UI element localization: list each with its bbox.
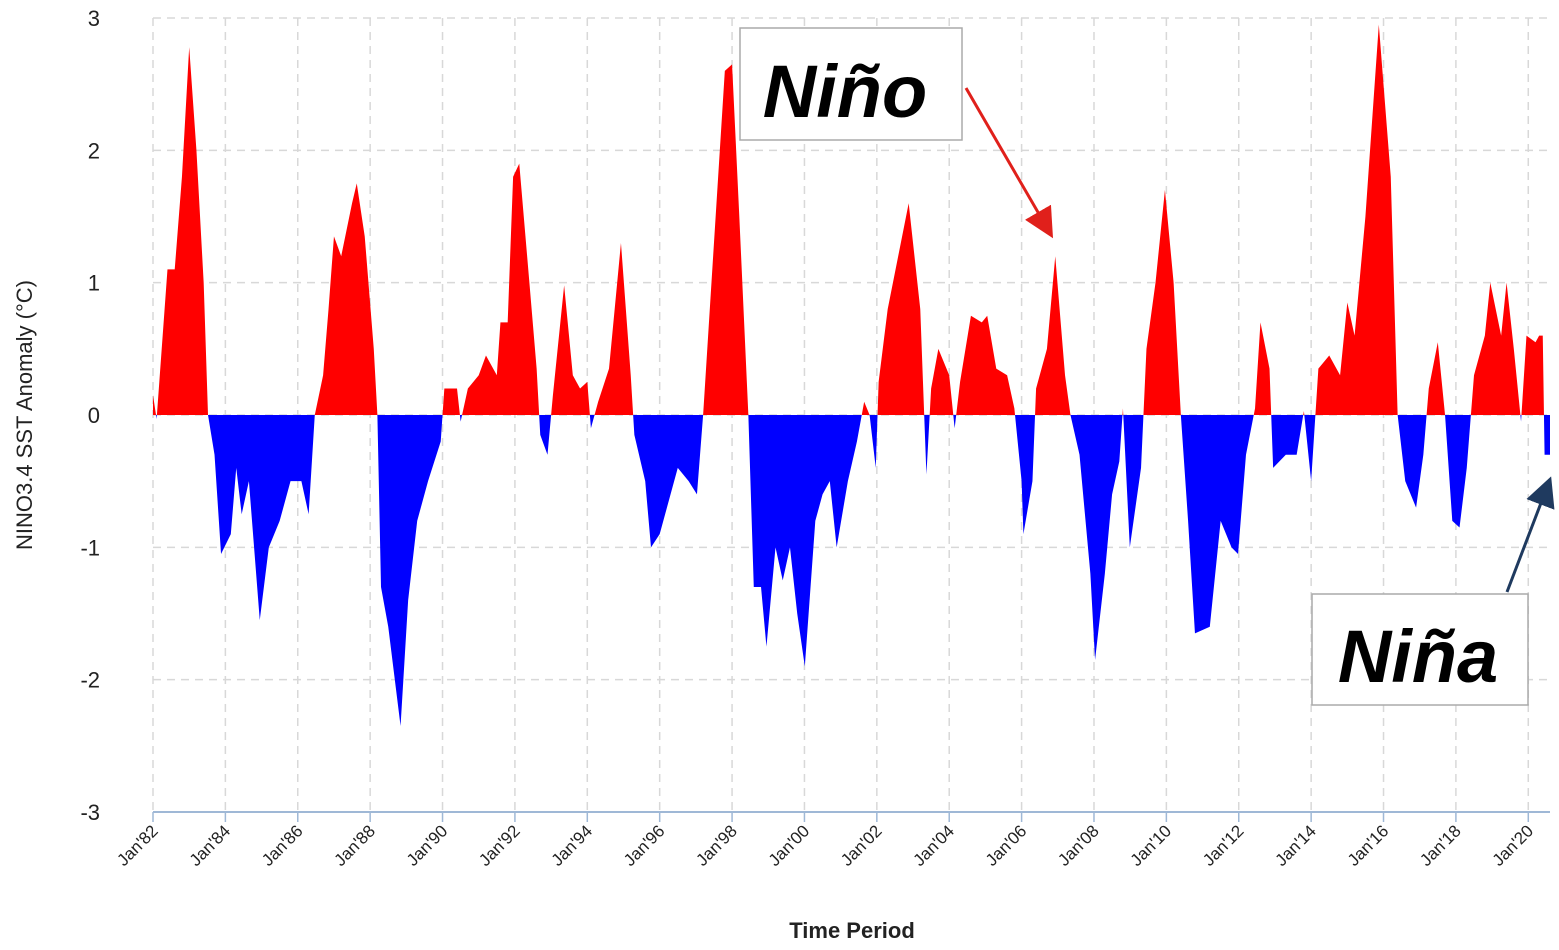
- x-tick-label: Jan'16: [1344, 821, 1392, 869]
- y-tick-label: 2: [88, 138, 100, 163]
- x-tick-label: Jan'90: [403, 821, 451, 869]
- x-tick-label: Jan'02: [837, 821, 885, 869]
- annotation-text: Niña: [1338, 615, 1498, 698]
- x-tick-label: Jan'10: [1127, 821, 1175, 869]
- y-tick-label: 0: [88, 403, 100, 428]
- x-tick-label: Jan'82: [113, 821, 161, 869]
- anomaly-area: [153, 24, 1550, 726]
- x-tick-label: Jan'04: [910, 821, 958, 869]
- y-tick-label: 3: [88, 6, 100, 31]
- annotation-text: Niño: [763, 50, 927, 133]
- annotation-arrow: [964, 87, 1054, 239]
- x-tick-label: Jan'08: [1054, 821, 1102, 869]
- x-tick-label: Jan'92: [475, 821, 523, 869]
- x-axis-label: Time Period: [789, 918, 915, 943]
- y-tick-label: 1: [88, 271, 100, 296]
- y-tick-label: -1: [80, 535, 100, 560]
- x-tick-label: Jan'88: [330, 821, 378, 869]
- x-tick-label: Jan'20: [1489, 821, 1537, 869]
- x-tick-label: Jan'18: [1416, 821, 1464, 869]
- annotation-nina: Niña: [1311, 476, 1555, 706]
- y-tick-label: -2: [80, 668, 100, 693]
- x-tick-label: Jan'00: [765, 821, 813, 869]
- x-tick-label: Jan'06: [982, 821, 1030, 869]
- x-tick-label: Jan'98: [692, 821, 740, 869]
- x-tick-label: Jan'84: [186, 821, 234, 869]
- y-tick-label: -3: [80, 800, 100, 825]
- y-axis-label: NINO3.4 SST Anomaly (°C): [12, 280, 37, 550]
- x-tick-label: Jan'86: [258, 821, 306, 869]
- annotation-nino: Niño: [739, 27, 1054, 239]
- annotation-arrow: [1505, 476, 1555, 593]
- annotation-box: [1311, 593, 1529, 706]
- x-tick-label: Jan'14: [1271, 821, 1319, 869]
- annotation-box: [739, 27, 963, 141]
- x-tick-label: Jan'94: [548, 821, 596, 869]
- x-tick-label: Jan'12: [1199, 821, 1247, 869]
- x-tick-label: Jan'96: [620, 821, 668, 869]
- plot-area: [153, 24, 1550, 726]
